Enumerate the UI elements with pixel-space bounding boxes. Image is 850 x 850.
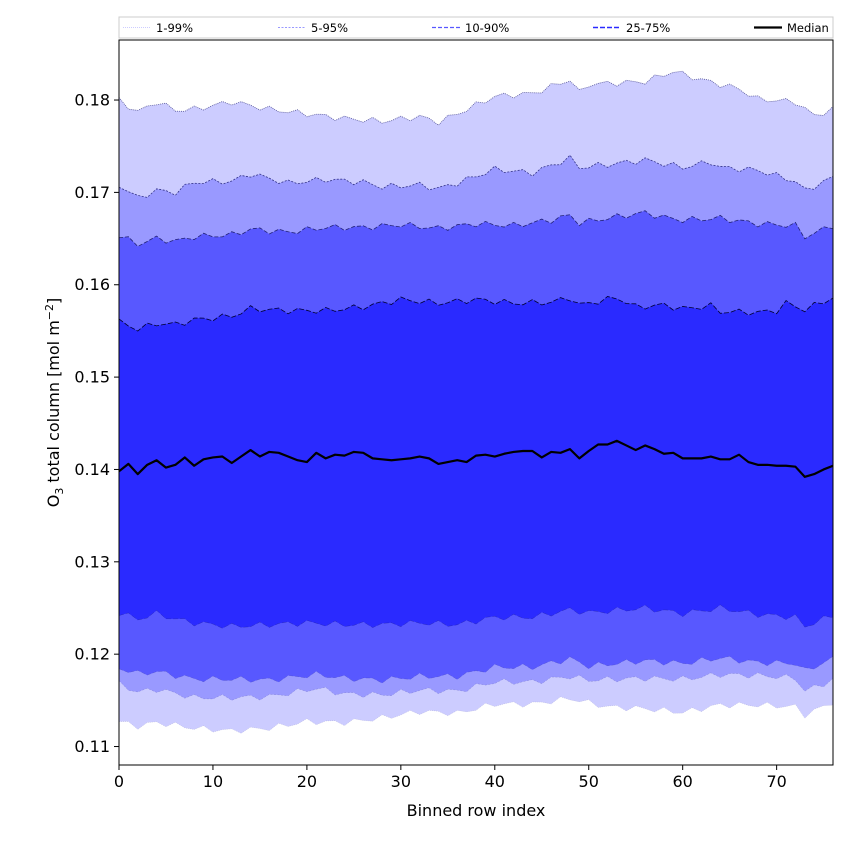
y-tick-label: 0.15 [74,368,110,387]
y-tick-label: 0.11 [74,737,110,756]
y-axis-label-subscript: 3 [53,488,66,495]
band-25-75-lower-edge [118,604,834,629]
band-1-99-lower-edge [118,696,834,734]
y-axis-label-main: O [44,495,63,508]
band-25-75-upper-edge [118,296,834,332]
legend-label: 5-95% [311,21,348,35]
legend-box [118,16,834,39]
legend-label: Median [787,21,829,35]
legend-label: 1-99% [156,21,193,35]
legend-label: 10-90% [465,21,509,35]
y-axis-label: O3 total column [mol m−2] [43,298,66,508]
y-tick-label: 0.18 [74,91,110,110]
x-tick-label: 0 [114,772,124,791]
y-tick-label: 0.13 [74,552,110,571]
band-1-99-upper-edge [118,70,834,126]
y-tick-label: 0.14 [74,460,110,479]
y-axis-ticks: 0.11 0.12 0.13 0.14 0.15 0.16 0.17 0.18 [74,91,119,756]
x-tick-label: 30 [391,772,411,791]
median-line [118,439,834,478]
y-axis-label-superscript: −2 [43,304,56,320]
x-axis-ticks: 0 10 20 30 40 50 60 70 [114,765,787,791]
band-5-95-lower-edge [118,672,834,701]
y-tick-label: 0.12 [74,645,110,664]
band-5-95-upper-edge [118,154,834,198]
x-tick-label: 40 [485,772,505,791]
band-10-90-lower-edge [118,655,834,684]
percentile-bands [118,70,834,734]
legend-item: 5-95% [278,21,348,35]
band-25-75-area [119,296,833,629]
y-tick-label: 0.16 [74,275,110,294]
x-tick-label: 50 [579,772,599,791]
y-axis-label-rest: total column [mol m [44,320,63,487]
legend-item: 1-99% [123,21,193,35]
legend: 1-99% 5-95% 10-90% 25-75% Median [118,16,834,39]
x-tick-label: 10 [203,772,223,791]
x-axis-label: Binned row index [407,801,546,820]
legend-item: 10-90% [432,21,509,35]
y-tick-label: 0.17 [74,183,110,202]
x-tick-label: 70 [766,772,786,791]
median-layer [118,439,834,478]
x-tick-label: 60 [673,772,693,791]
legend-item: Median [754,21,829,35]
x-tick-label: 20 [297,772,317,791]
legend-label: 25-75% [626,21,670,35]
band-10-90-upper-edge [118,210,834,247]
axes-frame [118,39,834,766]
y-axis-label-end: ] [44,298,63,304]
legend-item: 25-75% [593,21,670,35]
